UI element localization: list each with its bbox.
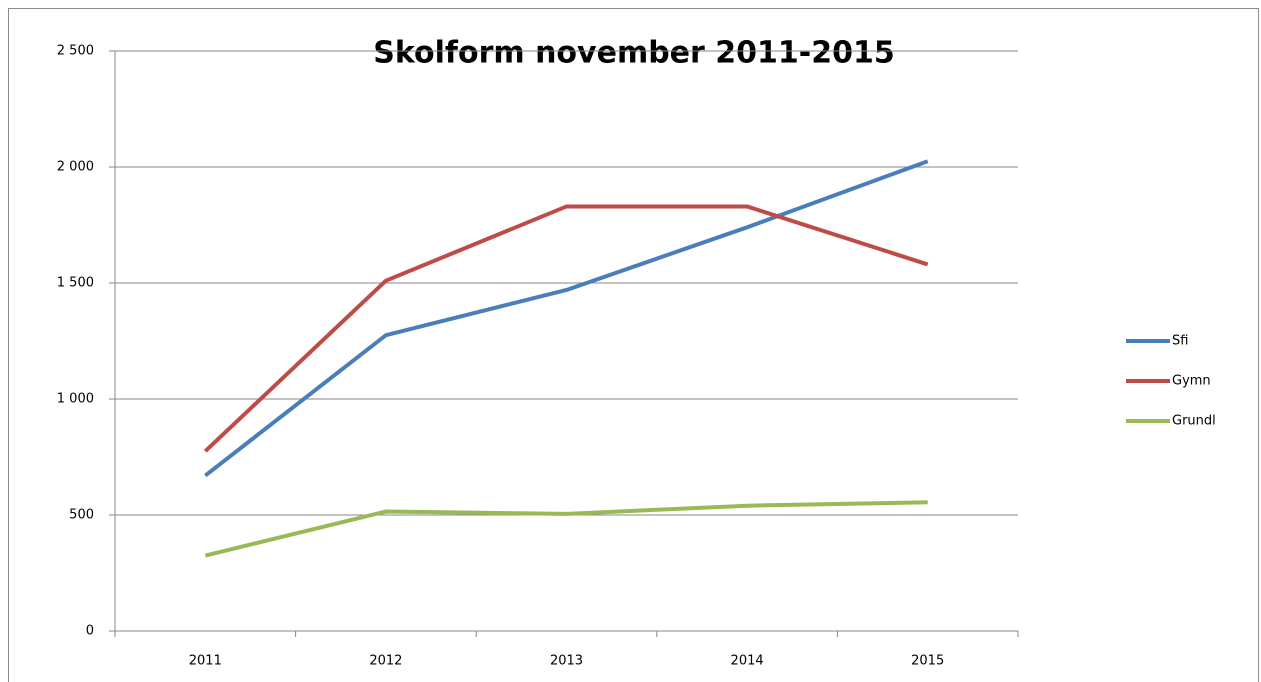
x-tick-label: 2013 xyxy=(550,654,583,669)
x-tick-label: 2012 xyxy=(369,654,402,669)
legend-label: Sfi xyxy=(1172,334,1188,349)
series-line xyxy=(204,500,928,558)
chart-frame xyxy=(8,8,1259,682)
y-tick-label: 1 500 xyxy=(57,276,94,291)
series-line xyxy=(203,204,929,453)
series-line xyxy=(204,159,929,478)
y-tick-label: 2 500 xyxy=(57,44,94,59)
y-tick-label: 0 xyxy=(86,624,94,639)
y-tick-label: 2 000 xyxy=(57,160,94,175)
x-tick-label: 2015 xyxy=(911,654,944,669)
x-tick-label: 2011 xyxy=(189,654,222,669)
legend-label: Grundl xyxy=(1172,414,1216,429)
legend-label: Gymn xyxy=(1172,374,1211,389)
y-tick-label: 1 000 xyxy=(57,392,94,407)
y-tick-label: 500 xyxy=(69,508,94,523)
chart-title: Skolform november 2011-2015 xyxy=(373,36,894,71)
x-tick-label: 2014 xyxy=(731,654,764,669)
